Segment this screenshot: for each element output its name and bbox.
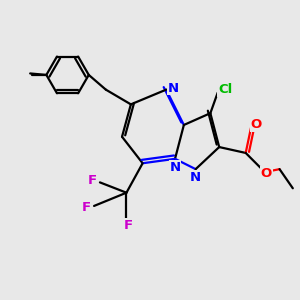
Text: Cl: Cl [218, 83, 232, 96]
Text: F: F [88, 174, 97, 188]
Text: F: F [123, 219, 133, 232]
Text: N: N [190, 171, 201, 184]
Text: O: O [250, 118, 262, 131]
Text: F: F [82, 201, 91, 214]
Text: N: N [169, 160, 181, 174]
Text: N: N [168, 82, 179, 95]
Text: O: O [261, 167, 272, 180]
